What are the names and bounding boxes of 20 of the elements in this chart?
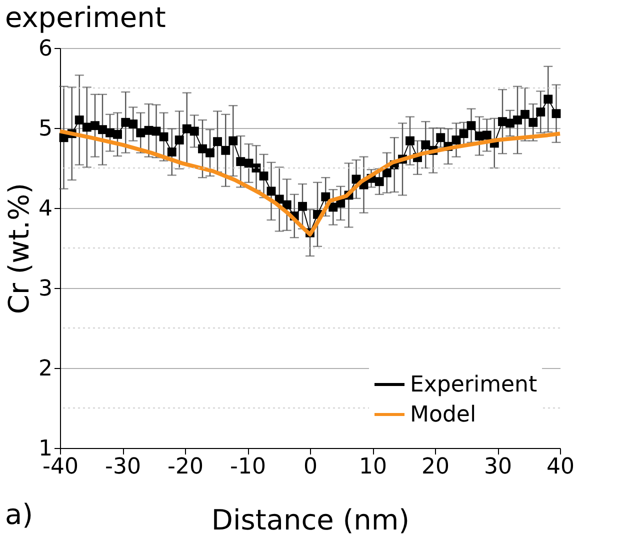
x-tick-label: 30 <box>484 454 512 480</box>
y-tick-label: 5 <box>38 116 52 142</box>
x-axis-title: Distance (nm) <box>211 504 410 536</box>
legend-label: Experiment <box>410 372 538 398</box>
x-tick-label: 40 <box>546 454 574 480</box>
legend-label: Model <box>410 402 476 428</box>
chart-title: experiment <box>5 1 166 34</box>
x-tick-label: 20 <box>422 454 450 480</box>
y-tick-label: 2 <box>38 356 52 382</box>
y-tick-label: 6 <box>38 36 52 62</box>
x-tick-label: -30 <box>105 454 141 480</box>
y-tick-label: 3 <box>38 276 52 302</box>
x-tick-label: 0 <box>304 454 318 480</box>
line-series <box>58 129 562 236</box>
x-tick-label: -20 <box>168 454 204 480</box>
x-tick-label: -10 <box>230 454 266 480</box>
x-tick-label: 10 <box>359 454 387 480</box>
y-tick-label: 4 <box>38 196 52 222</box>
text: a) <box>5 498 34 531</box>
y-axis-title: Cr (wt.%) <box>2 182 36 314</box>
